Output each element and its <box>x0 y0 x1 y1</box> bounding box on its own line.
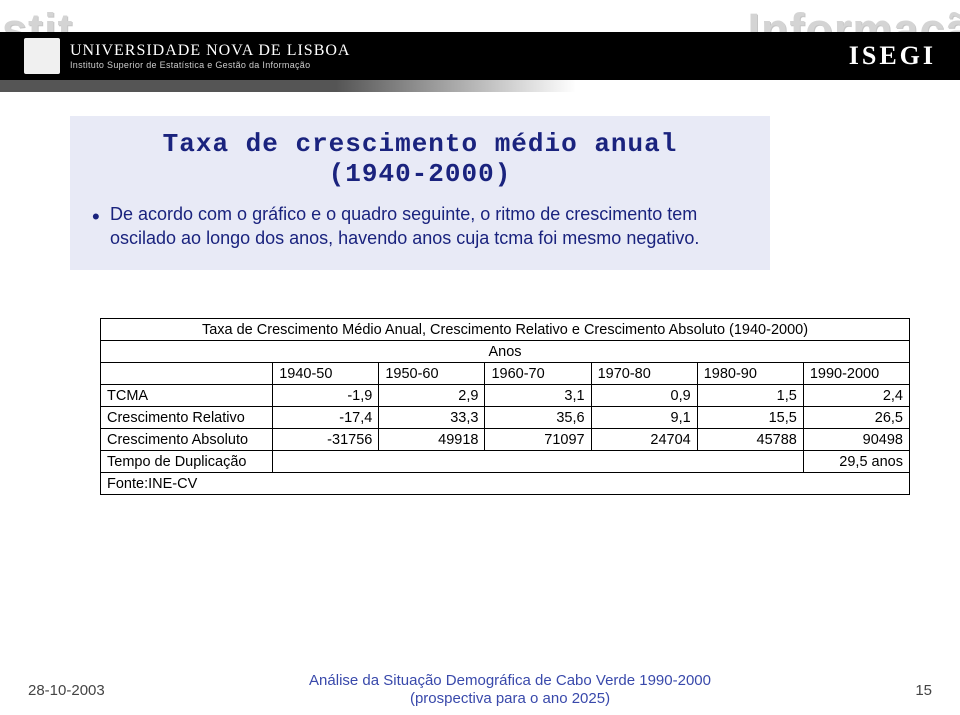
col-1990-2000: 1990-2000 <box>803 363 909 385</box>
cell: 3,1 <box>485 385 591 407</box>
row-tempo-duplicacao: Tempo de Duplicação 29,5 anos <box>101 451 910 473</box>
data-table-wrap: Taxa de Crescimento Médio Anual, Crescim… <box>100 318 910 495</box>
university-text: UNIVERSIDADE NOVA DE LISBOA Instituto Su… <box>70 42 350 70</box>
row-tcma: TCMA -1,9 2,9 3,1 0,9 1,5 2,4 <box>101 385 910 407</box>
header-gradient-bar <box>0 80 960 92</box>
cell: 1,5 <box>697 385 803 407</box>
title-line-2: (1940-2000) <box>329 159 512 189</box>
col-1960-70: 1960-70 <box>485 363 591 385</box>
row-crescimento-relativo: Crescimento Relativo -17,4 33,3 35,6 9,1… <box>101 407 910 429</box>
table-column-header-row: 1940-50 1950-60 1960-70 1970-80 1980-90 … <box>101 363 910 385</box>
footer-center-line2: (prospectiva para o ano 2025) <box>410 690 610 707</box>
cell: 71097 <box>485 429 591 451</box>
cell: 2,4 <box>803 385 909 407</box>
cell: -17,4 <box>273 407 379 429</box>
cell: 35,6 <box>485 407 591 429</box>
row-label-crel: Crescimento Relativo <box>101 407 273 429</box>
slide-body: De acordo com o gráfico e o quadro segui… <box>88 202 752 251</box>
university-name: UNIVERSIDADE NOVA DE LISBOA <box>70 42 350 60</box>
row-crescimento-absoluto: Crescimento Absoluto -31756 49918 71097 … <box>101 429 910 451</box>
university-subtitle: Instituto Superior de Estatística e Gest… <box>70 60 350 70</box>
tempo-empty <box>273 451 804 473</box>
footer-center: Análise da Situação Demográfica de Cabo … <box>105 672 916 710</box>
table-blank-header <box>101 363 273 385</box>
table-anos-cell: Anos <box>101 341 910 363</box>
footer-center-line1: Análise da Situação Demográfica de Cabo … <box>309 672 711 689</box>
university-crest-icon <box>24 38 60 74</box>
cell: 0,9 <box>591 385 697 407</box>
content-box: Taxa de crescimento médio anual (1940-20… <box>70 116 770 270</box>
bullet-item: De acordo com o gráfico e o quadro segui… <box>88 202 752 251</box>
cell: -31756 <box>273 429 379 451</box>
footer-page-number: 15 <box>915 682 932 699</box>
cell: 26,5 <box>803 407 909 429</box>
cell: 33,3 <box>379 407 485 429</box>
col-1950-60: 1950-60 <box>379 363 485 385</box>
data-table: Taxa de Crescimento Médio Anual, Crescim… <box>100 318 910 495</box>
slide-footer: 28-10-2003 Análise da Situação Demográfi… <box>0 672 960 710</box>
row-fonte: Fonte:INE-CV <box>101 473 910 495</box>
footer-date: 28-10-2003 <box>28 682 105 699</box>
cell: 90498 <box>803 429 909 451</box>
table-anos-row: Anos <box>101 341 910 363</box>
cell: 45788 <box>697 429 803 451</box>
isegi-logo: ISEGI <box>849 41 936 71</box>
row-label-tcma: TCMA <box>101 385 273 407</box>
table-title-row: Taxa de Crescimento Médio Anual, Crescim… <box>101 319 910 341</box>
row-label-tempo: Tempo de Duplicação <box>101 451 273 473</box>
tempo-value: 29,5 anos <box>803 451 909 473</box>
slide-title: Taxa de crescimento médio anual (1940-20… <box>88 130 752 190</box>
col-1980-90: 1980-90 <box>697 363 803 385</box>
col-1970-80: 1970-80 <box>591 363 697 385</box>
university-logo-block: UNIVERSIDADE NOVA DE LISBOA Instituto Su… <box>24 38 350 74</box>
fonte-cell: Fonte:INE-CV <box>101 473 910 495</box>
cell: 2,9 <box>379 385 485 407</box>
cell: 49918 <box>379 429 485 451</box>
cell: 24704 <box>591 429 697 451</box>
cell: 9,1 <box>591 407 697 429</box>
title-line-1: Taxa de crescimento médio anual <box>163 129 678 159</box>
cell: 15,5 <box>697 407 803 429</box>
table-title-cell: Taxa de Crescimento Médio Anual, Crescim… <box>101 319 910 341</box>
cell: -1,9 <box>273 385 379 407</box>
header-bar: UNIVERSIDADE NOVA DE LISBOA Instituto Su… <box>0 32 960 80</box>
col-1940-50: 1940-50 <box>273 363 379 385</box>
row-label-cabs: Crescimento Absoluto <box>101 429 273 451</box>
